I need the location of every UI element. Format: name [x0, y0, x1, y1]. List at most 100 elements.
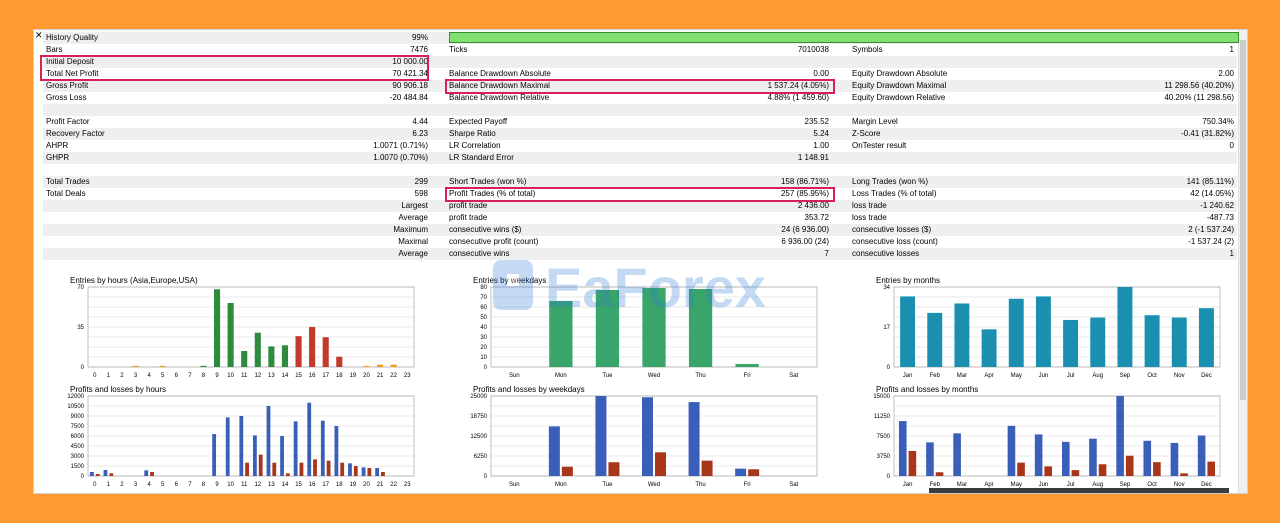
bar-profits	[348, 463, 352, 476]
report-label: Balance Drawdown Relative	[449, 93, 550, 102]
bar-losses	[109, 473, 114, 476]
bar	[549, 301, 573, 367]
report-label: consecutive losses	[852, 249, 920, 258]
x-tick-label: Jul	[1067, 482, 1075, 488]
bar-losses	[561, 466, 573, 476]
x-tick-label: Jun	[1039, 373, 1049, 379]
x-tick-label: Mon	[555, 482, 567, 488]
report-label: GHPR	[46, 153, 70, 162]
y-tick-label: 10	[480, 355, 487, 361]
report-value: 7010038	[797, 45, 829, 54]
bar	[1144, 315, 1160, 367]
report-label: profit trade	[449, 213, 488, 222]
report-label: LR Standard Error	[449, 153, 514, 162]
bar-losses	[299, 462, 304, 476]
report-row: Maximal consecutive profit (count) 6 936.0…	[43, 236, 1237, 248]
x-tick-label: 14	[282, 482, 289, 488]
x-tick-label: Thu	[695, 373, 705, 379]
x-tick-label: Sat	[789, 373, 798, 379]
bar-profits	[595, 396, 607, 476]
report-label: Profit Trades (% of total)	[449, 189, 536, 198]
x-tick-label: Nov	[1174, 373, 1185, 379]
bar-losses	[150, 472, 154, 476]
report-value: 235.52	[804, 117, 829, 126]
report-label: Initial Deposit	[46, 57, 95, 66]
x-tick-label: Sun	[509, 482, 520, 488]
y-tick-label: 12500	[470, 434, 487, 440]
x-tick-label: 1	[107, 482, 111, 488]
report-label: Symbols	[852, 45, 883, 54]
y-tick-label: 4500	[71, 444, 85, 450]
x-tick-label: 21	[377, 482, 384, 488]
bar-losses	[245, 462, 250, 476]
report-value: -1 240.62	[1200, 201, 1234, 210]
x-tick-label: 4	[147, 482, 151, 488]
report-label: consecutive wins	[449, 249, 510, 258]
y-tick-label: 70	[77, 285, 84, 291]
chart-svg: 0 17 34 Jan Feb Mar Apr May Jun Jul Aug Sep Oct Nov De…	[883, 285, 1221, 379]
report-value: 4.44	[412, 117, 428, 126]
x-tick-label: Mon	[555, 373, 567, 379]
report-value: 70 421.34	[392, 69, 428, 78]
bar	[309, 327, 316, 367]
report-label: consecutive wins ($)	[449, 225, 522, 234]
report-row: Total Net Profit 70 421.34 Balance Drawdow…	[43, 68, 1237, 80]
bar	[336, 356, 343, 367]
y-tick-label: 11250	[874, 414, 891, 420]
y-tick-label: 7500	[71, 424, 85, 430]
chart-2: 0 17 34 Jan Feb Mar Apr May Jun Jul Aug Sep Oct Nov De…	[860, 274, 1232, 382]
x-tick-label: 11	[241, 373, 248, 379]
report-value: 6.23	[412, 129, 428, 138]
x-tick-label: 10	[227, 482, 234, 488]
bar	[1198, 308, 1214, 367]
x-tick-label: Jun	[1039, 482, 1049, 488]
x-tick-label: Wed	[648, 482, 660, 488]
x-tick-label: Sep	[1120, 373, 1131, 379]
y-tick-label: 60	[480, 305, 487, 311]
x-tick-label: 12	[254, 482, 261, 488]
x-tick-label: 7	[188, 373, 192, 379]
report-row	[43, 164, 1237, 176]
y-tick-label: 7500	[877, 434, 891, 440]
bar-profits	[334, 426, 339, 476]
strategy-tester-report-window: ✕ History Quality 99% Bars 7476 Ticks 70100…	[33, 29, 1248, 494]
vertical-scrollbar[interactable]	[1238, 30, 1247, 493]
report-label: Long Trades (won %)	[852, 177, 929, 186]
bar-losses	[95, 474, 100, 476]
y-tick-label: 0	[887, 474, 891, 480]
bar-profits	[1007, 425, 1016, 476]
report-label: Total Net Profit	[46, 69, 99, 78]
x-tick-label: 22	[390, 373, 397, 379]
report-label: Gross Loss	[46, 93, 87, 102]
close-icon[interactable]: ✕	[35, 30, 43, 40]
bar	[954, 303, 970, 367]
x-tick-label: 13	[268, 482, 275, 488]
x-tick-label: 7	[188, 482, 192, 488]
highlight-box-deposit	[40, 55, 429, 81]
report-value: 257 (85.95%)	[780, 189, 829, 198]
report-value: 299	[414, 177, 428, 186]
report-value: 598	[414, 189, 428, 198]
bar-losses	[381, 472, 385, 476]
x-tick-label: Sep	[1120, 482, 1131, 488]
chart-title: Profits and losses by hours	[70, 385, 167, 394]
bar-losses	[367, 468, 372, 476]
report-value: 7476	[410, 45, 428, 54]
chart-title: Entries by hours (Asia,Europe,USA)	[70, 276, 198, 285]
bar	[1117, 287, 1133, 367]
x-tick-label: 2	[120, 373, 124, 379]
y-tick-label: 0	[81, 474, 85, 480]
bar-profits	[252, 435, 257, 476]
report-label: Z-Score	[852, 129, 881, 138]
x-tick-label: 3	[134, 373, 138, 379]
x-tick-label: Jan	[903, 373, 913, 379]
plot-area	[893, 286, 1221, 368]
report-value: 158 (86.71%)	[780, 177, 829, 186]
report-label: Total Trades	[46, 177, 90, 186]
scrollbar-thumb[interactable]	[1240, 40, 1246, 400]
bar-profits	[293, 421, 298, 476]
report-label: Loss Trades (% of total)	[852, 189, 937, 198]
report-row: Largest profit trade 2 436.00 loss trade -1 …	[43, 200, 1237, 212]
x-tick-label: May	[1011, 482, 1022, 488]
